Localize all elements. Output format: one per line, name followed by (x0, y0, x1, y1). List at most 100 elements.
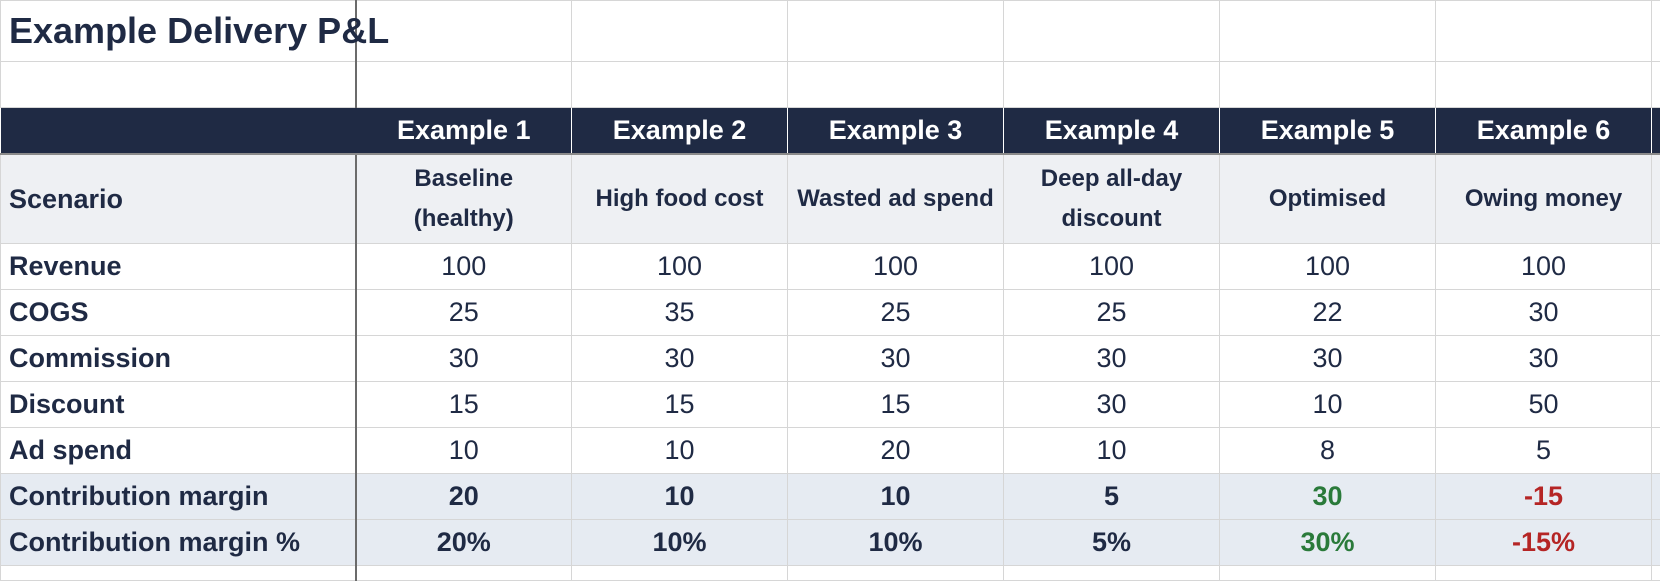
row-label: COGS (1, 290, 356, 336)
value-cell: 20 (788, 428, 1004, 474)
row (1, 566, 1660, 581)
value-cell: 30 (1004, 336, 1220, 382)
value-cell: 10 (1220, 382, 1436, 428)
value-cell: 50 (1436, 382, 1652, 428)
cell (788, 1, 1004, 62)
column-header: Example 3 (788, 108, 1004, 154)
row-label: Scenario (1, 154, 356, 244)
value-cell: 30% (1220, 520, 1436, 566)
cell (1220, 1, 1436, 62)
value-cell: 30 (1436, 336, 1652, 382)
cell (1004, 1, 1220, 62)
value-cell: 30 (1436, 290, 1652, 336)
cell (1004, 62, 1220, 108)
cell (788, 62, 1004, 108)
scenario-name: Deep all-day discount (1004, 154, 1220, 244)
row-label: Revenue (1, 244, 356, 290)
cell (1652, 108, 1660, 154)
value-cell: 35 (572, 290, 788, 336)
column-header: Example 6 (1436, 108, 1652, 154)
sheet-title: Example Delivery P&L (1, 1, 356, 62)
row-label: Ad spend (1, 428, 356, 474)
column-header: Example 1 (356, 108, 572, 154)
row-label: Discount (1, 382, 356, 428)
value-cell: 30 (1220, 474, 1436, 520)
cell (1652, 566, 1660, 581)
cell (1436, 566, 1652, 581)
value-cell: 10 (356, 428, 572, 474)
row: Contribution margin %20%10%10%5%30%-15% (1, 520, 1660, 566)
scenario-name: High food cost (572, 154, 788, 244)
cell (1652, 62, 1660, 108)
value-cell: 10 (788, 474, 1004, 520)
value-cell: 22 (1220, 290, 1436, 336)
value-cell: 10% (788, 520, 1004, 566)
scenario-name: Baseline (healthy) (356, 154, 572, 244)
cell (572, 62, 788, 108)
cell (788, 566, 1004, 581)
value-cell: 15 (572, 382, 788, 428)
value-cell: 100 (788, 244, 1004, 290)
row (1, 62, 1660, 108)
value-cell: 10 (572, 474, 788, 520)
cell (1436, 62, 1652, 108)
value-cell: 100 (1220, 244, 1436, 290)
cell (1220, 62, 1436, 108)
value-cell: 5 (1436, 428, 1652, 474)
value-cell: 100 (1004, 244, 1220, 290)
column-header: Example 2 (572, 108, 788, 154)
column-header: Example 5 (1220, 108, 1436, 154)
value-cell: 30 (788, 336, 1004, 382)
value-cell: 8 (1220, 428, 1436, 474)
cell (1652, 336, 1660, 382)
cell (1652, 474, 1660, 520)
value-cell: 20 (356, 474, 572, 520)
value-cell: 20% (356, 520, 572, 566)
value-cell: 100 (356, 244, 572, 290)
row: Example Delivery P&L (1, 1, 1660, 62)
cell (1652, 520, 1660, 566)
value-cell: 30 (1004, 382, 1220, 428)
cell (356, 566, 572, 581)
cell (572, 566, 788, 581)
value-cell: -15% (1436, 520, 1652, 566)
value-cell: 5% (1004, 520, 1220, 566)
cell (1436, 1, 1652, 62)
value-cell: 25 (1004, 290, 1220, 336)
value-cell: -15 (1436, 474, 1652, 520)
cell (356, 62, 572, 108)
cell (1, 566, 356, 581)
cell (1004, 566, 1220, 581)
row-label: Contribution margin % (1, 520, 356, 566)
scenario-name: Optimised (1220, 154, 1436, 244)
value-cell: 5 (1004, 474, 1220, 520)
value-cell: 100 (572, 244, 788, 290)
cell (1652, 244, 1660, 290)
cell (1652, 290, 1660, 336)
cell (1, 62, 356, 108)
row-label: Contribution margin (1, 474, 356, 520)
value-cell: 30 (572, 336, 788, 382)
value-cell: 100 (1436, 244, 1652, 290)
value-cell: 25 (788, 290, 1004, 336)
scenario-name: Wasted ad spend (788, 154, 1004, 244)
value-cell: 15 (788, 382, 1004, 428)
cell (1652, 154, 1660, 244)
cell (1220, 566, 1436, 581)
value-cell: 15 (356, 382, 572, 428)
value-cell: 10% (572, 520, 788, 566)
header-cell (1, 108, 356, 154)
scenario-name: Owing money (1436, 154, 1652, 244)
value-cell: 25 (356, 290, 572, 336)
cell (1652, 1, 1660, 62)
value-cell: 30 (1220, 336, 1436, 382)
